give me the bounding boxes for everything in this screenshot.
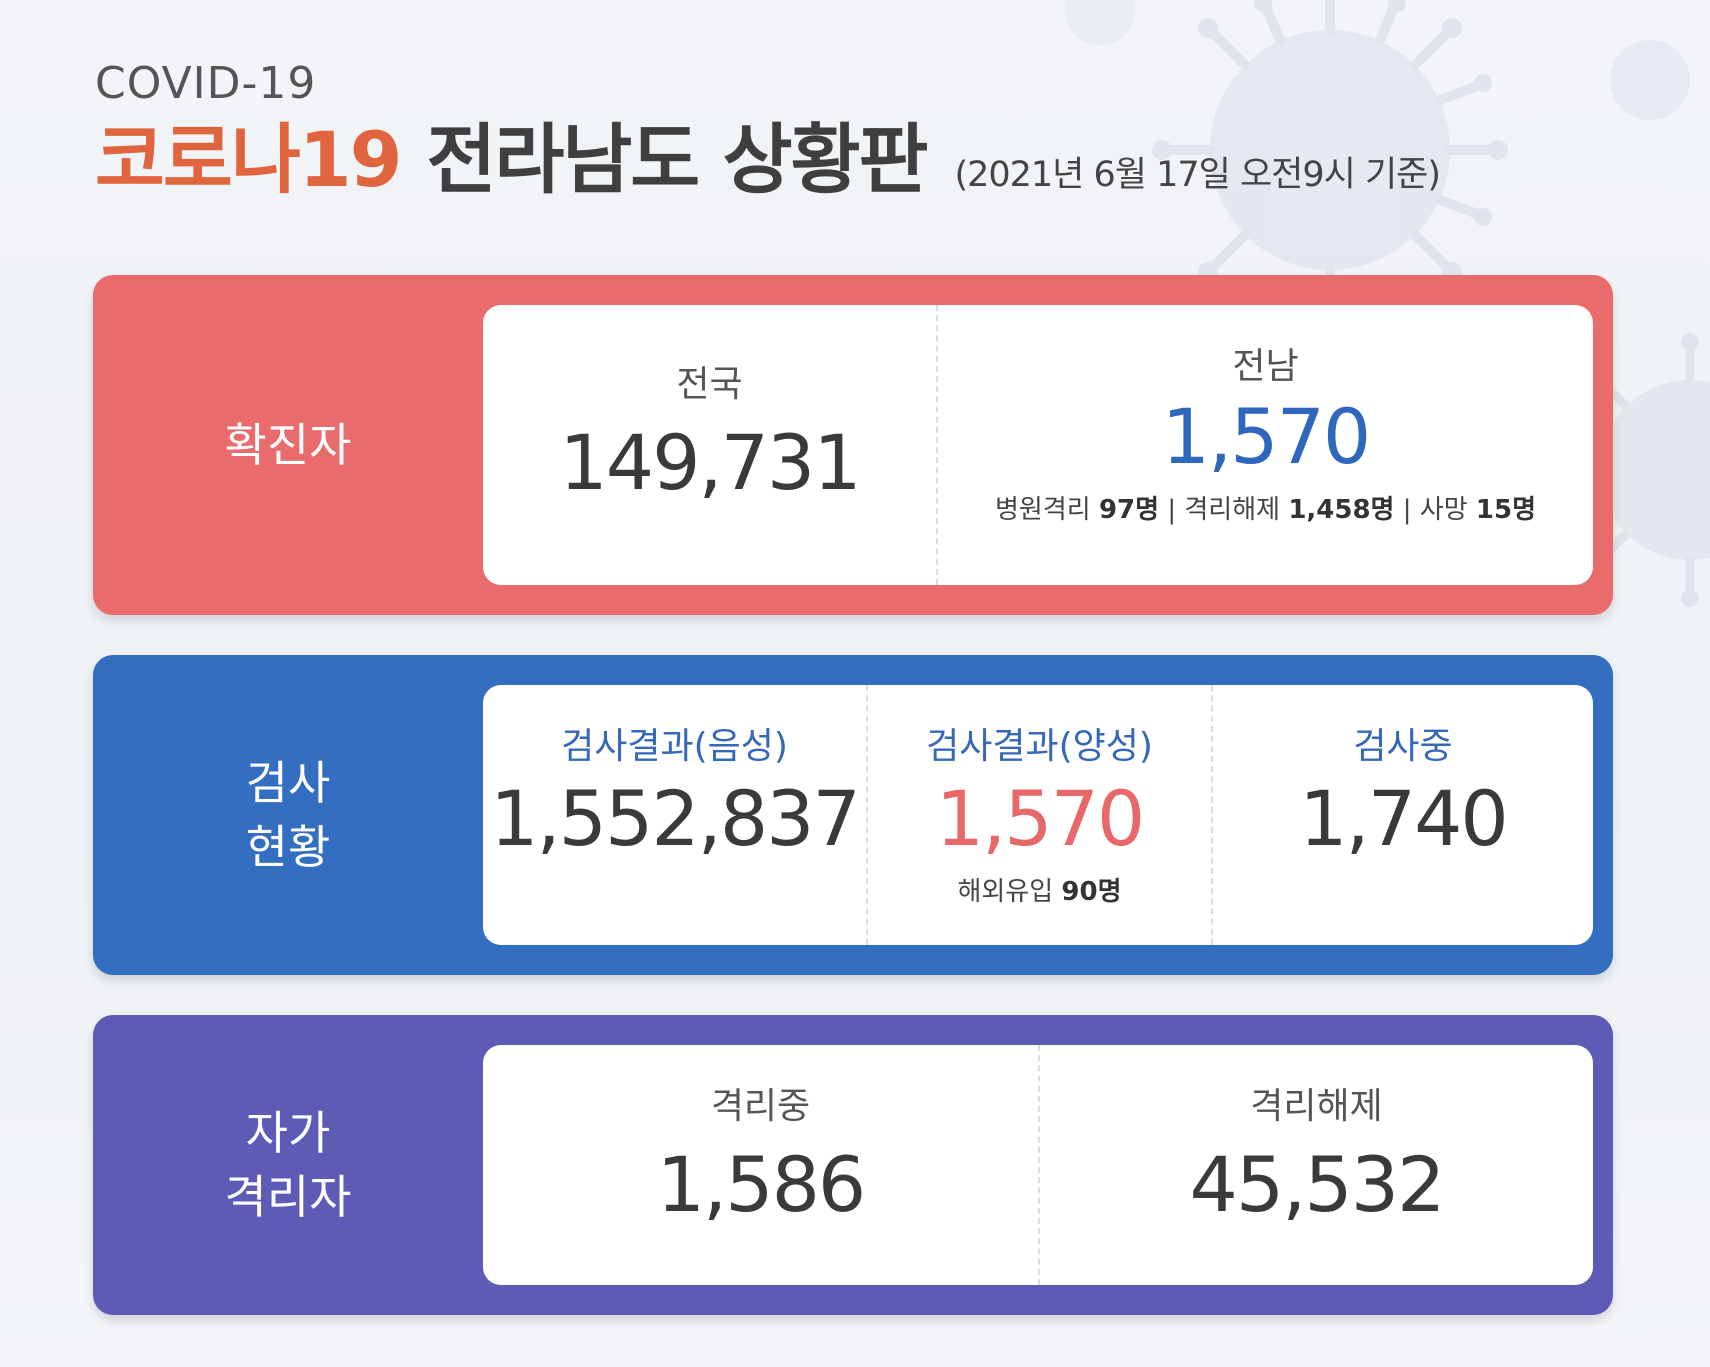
positive-label: 검사결과(양성) — [926, 726, 1153, 767]
page-title: 전라남도 상황판 — [426, 115, 929, 204]
breakdown-separator: | — [1402, 495, 1412, 525]
released-quarantine-label: 격리해제 — [1250, 1086, 1383, 1127]
testing-panel-label: 검사 현황 — [93, 655, 483, 975]
title-row: 코로나19 전라남도 상황판 (2021년 6월 17일 오전9시 기준) — [95, 122, 1595, 198]
released-value: 1,458명 — [1288, 495, 1395, 525]
confirmed-panel-label: 확진자 — [93, 275, 483, 615]
death-value: 15명 — [1475, 495, 1536, 525]
jeonnam-label: 전남 — [1232, 346, 1299, 387]
jeonnam-confirmed-stat: 전남 1,570 병원격리 97명 | 격리해제 1,458명 | 사망 15명 — [936, 305, 1593, 585]
national-label: 전국 — [676, 364, 743, 405]
hospital-isolation-label: 병원격리 — [995, 495, 1091, 525]
confirmed-card: 전국 149,731 전남 1,570 병원격리 97명 | 격리해제 1,45… — [483, 305, 1593, 585]
negative-result-stat: 검사결과(음성) 1,552,837 — [483, 685, 866, 945]
active-quarantine-label: 격리중 — [710, 1086, 811, 1127]
confirmed-label: 확진자 — [224, 417, 352, 472]
testing-card: 검사결과(음성) 1,552,837 검사결과(양성) 1,570 해외유입 9… — [483, 685, 1593, 945]
jeonnam-value: 1,570 — [1161, 392, 1372, 481]
testing-label-line1: 검사 — [245, 755, 331, 810]
national-confirmed-stat: 전국 149,731 — [483, 305, 936, 585]
quarantine-panel-label: 자가 격리자 — [93, 1015, 483, 1315]
testing-panel: 검사 현황 검사결과(음성) 1,552,837 검사결과(양성) 1,570 … — [93, 655, 1613, 975]
active-quarantine-stat: 격리중 1,586 — [483, 1045, 1038, 1285]
jeonnam-breakdown: 병원격리 97명 | 격리해제 1,458명 | 사망 15명 — [995, 497, 1536, 523]
page-header: COVID-19 코로나19 전라남도 상황판 (2021년 6월 17일 오전… — [95, 62, 1595, 198]
quarantine-card: 격리중 1,586 격리해제 45,532 — [483, 1045, 1593, 1285]
active-quarantine-value: 1,586 — [656, 1140, 867, 1229]
in-progress-value: 1,740 — [1299, 774, 1509, 863]
overseas-value: 90명 — [1061, 877, 1122, 907]
negative-label: 검사결과(음성) — [561, 726, 788, 767]
positive-value: 1,570 — [935, 774, 1146, 863]
testing-label-line2: 현황 — [245, 820, 331, 874]
death-label: 사망 — [1419, 495, 1468, 525]
quarantine-panel: 자가 격리자 격리중 1,586 격리해제 45,532 — [93, 1015, 1613, 1315]
overseas-inflow-note: 해외유입 90명 — [957, 879, 1121, 905]
quarantine-label-line2: 격리자 — [224, 1170, 352, 1224]
released-quarantine-value: 45,532 — [1189, 1140, 1446, 1229]
confirmed-panel: 확진자 전국 149,731 전남 1,570 병원격리 97명 | 격리해제 … — [93, 275, 1613, 615]
released-label: 격리해제 — [1184, 495, 1281, 525]
positive-result-stat: 검사결과(양성) 1,570 해외유입 90명 — [866, 685, 1211, 945]
header-kicker: COVID-19 — [95, 58, 317, 109]
negative-value: 1,552,837 — [490, 774, 861, 863]
title-accent: 코로나19 — [95, 115, 403, 204]
hospital-isolation-value: 97명 — [1098, 495, 1160, 525]
breakdown-separator: | — [1167, 495, 1177, 525]
overseas-label: 해외유입 — [957, 877, 1054, 907]
in-progress-stat: 검사중 1,740 — [1211, 685, 1593, 945]
quarantine-label-line1: 자가 — [245, 1105, 331, 1160]
in-progress-label: 검사중 — [1353, 726, 1453, 767]
date-note: (2021년 6월 17일 오전9시 기준) — [954, 155, 1441, 195]
national-value: 149,731 — [559, 418, 861, 507]
released-quarantine-stat: 격리해제 45,532 — [1038, 1045, 1593, 1285]
